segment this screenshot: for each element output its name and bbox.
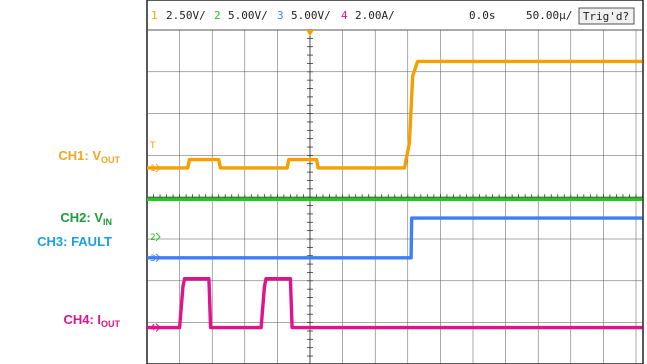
ch1-ground-marker: 1 <box>150 163 161 174</box>
ch4-label-sub: OUT <box>101 319 120 329</box>
ch4-trace <box>147 277 643 330</box>
ch4-ground-marker: 4 <box>150 323 161 334</box>
ch3-trace <box>147 216 643 260</box>
graticule <box>146 29 643 364</box>
ch3-ground-marker: 3 <box>150 253 161 264</box>
ch1-label: CH1: VOUT <box>58 148 120 165</box>
trigger-status-box <box>578 7 635 25</box>
trigger-level-marker: T <box>149 141 156 151</box>
ch3-label-main: CH3: FAULT <box>37 234 112 249</box>
ch2-label-main: CH2: V <box>60 210 103 225</box>
ch3-scale: 5.00V/ <box>291 9 331 22</box>
ch2-ground-number: 2 <box>150 233 156 243</box>
ch4-ground-arrow <box>155 323 161 332</box>
ch4-label: CH4: IOUT <box>63 312 120 329</box>
timebase: 50.00µ/ <box>526 9 572 22</box>
ch2-ground-arrow <box>155 232 161 242</box>
ch1-label-sub: OUT <box>101 155 120 165</box>
display-background <box>147 0 643 364</box>
ch1-ground-number: 1 <box>150 164 156 174</box>
ch2-number: 2 <box>214 9 221 22</box>
ch3-label: CH3: FAULT <box>37 234 112 249</box>
ch2-ground-marker: 2 <box>150 232 161 243</box>
ch1-trace <box>147 59 643 170</box>
ch1-ground-arrow <box>155 163 161 173</box>
ch4-ground-number: 4 <box>150 324 156 334</box>
display-frame <box>146 0 644 364</box>
trigger-status-button[interactable]: Trig'd? <box>578 7 635 25</box>
trigger-status-text: Trig'd? <box>583 10 629 23</box>
ch3-ground-arrow <box>155 253 161 263</box>
ch4-scale: 2.00A/ <box>355 9 395 22</box>
ch1-label-main: CH1: V <box>58 148 101 163</box>
ch1-number: 1 <box>151 9 158 22</box>
ch3-number: 3 <box>277 9 284 22</box>
trigger-position-marker <box>306 30 314 36</box>
ch2-label: CH2: VIN <box>60 210 112 227</box>
channel-markers: 1 2 3 4 T <box>149 30 314 334</box>
ch4-number: 4 <box>341 9 348 22</box>
waveform-traces <box>147 59 643 330</box>
ch4-label-main: CH4: I <box>63 312 101 327</box>
ch3-ground-number: 3 <box>150 254 156 264</box>
time-offset: 0.0s <box>469 9 496 22</box>
scope-header: 1 2.50V/ 2 5.00V/ 3 5.00V/ 4 2.00A/ 0.0s… <box>151 7 635 25</box>
ch2-label-sub: IN <box>103 217 112 227</box>
ch1-scale: 2.50V/ <box>166 9 206 22</box>
ch2-scale: 5.00V/ <box>228 9 268 22</box>
